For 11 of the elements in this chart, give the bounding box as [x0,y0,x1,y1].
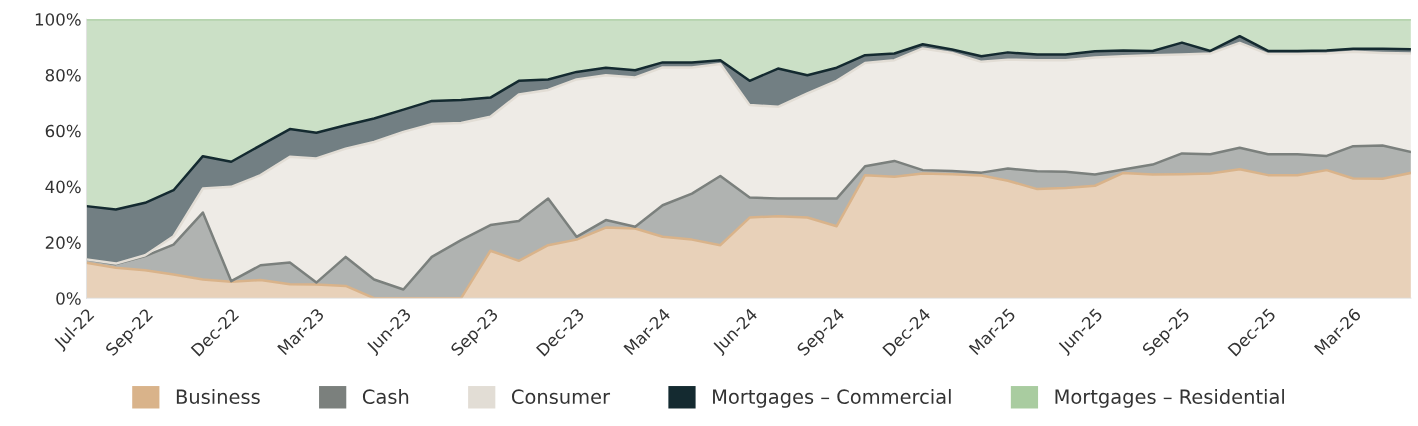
legend-label: Business [176,388,260,405]
y-tick-label: 100% [35,13,81,26]
y-tick-label: 20% [45,236,81,249]
legend-label: Cash [362,388,409,405]
y-tick-label: 60% [45,124,81,138]
y-tick-label: 80% [45,68,81,82]
legend-label: Consumer [511,389,611,405]
y-tick-label: 0% [56,292,81,305]
legend-label: Mortgages – Residential [1055,388,1284,408]
y-tick-label: 40% [45,180,81,194]
legend-label: Mortgages – Commercial [713,388,951,408]
